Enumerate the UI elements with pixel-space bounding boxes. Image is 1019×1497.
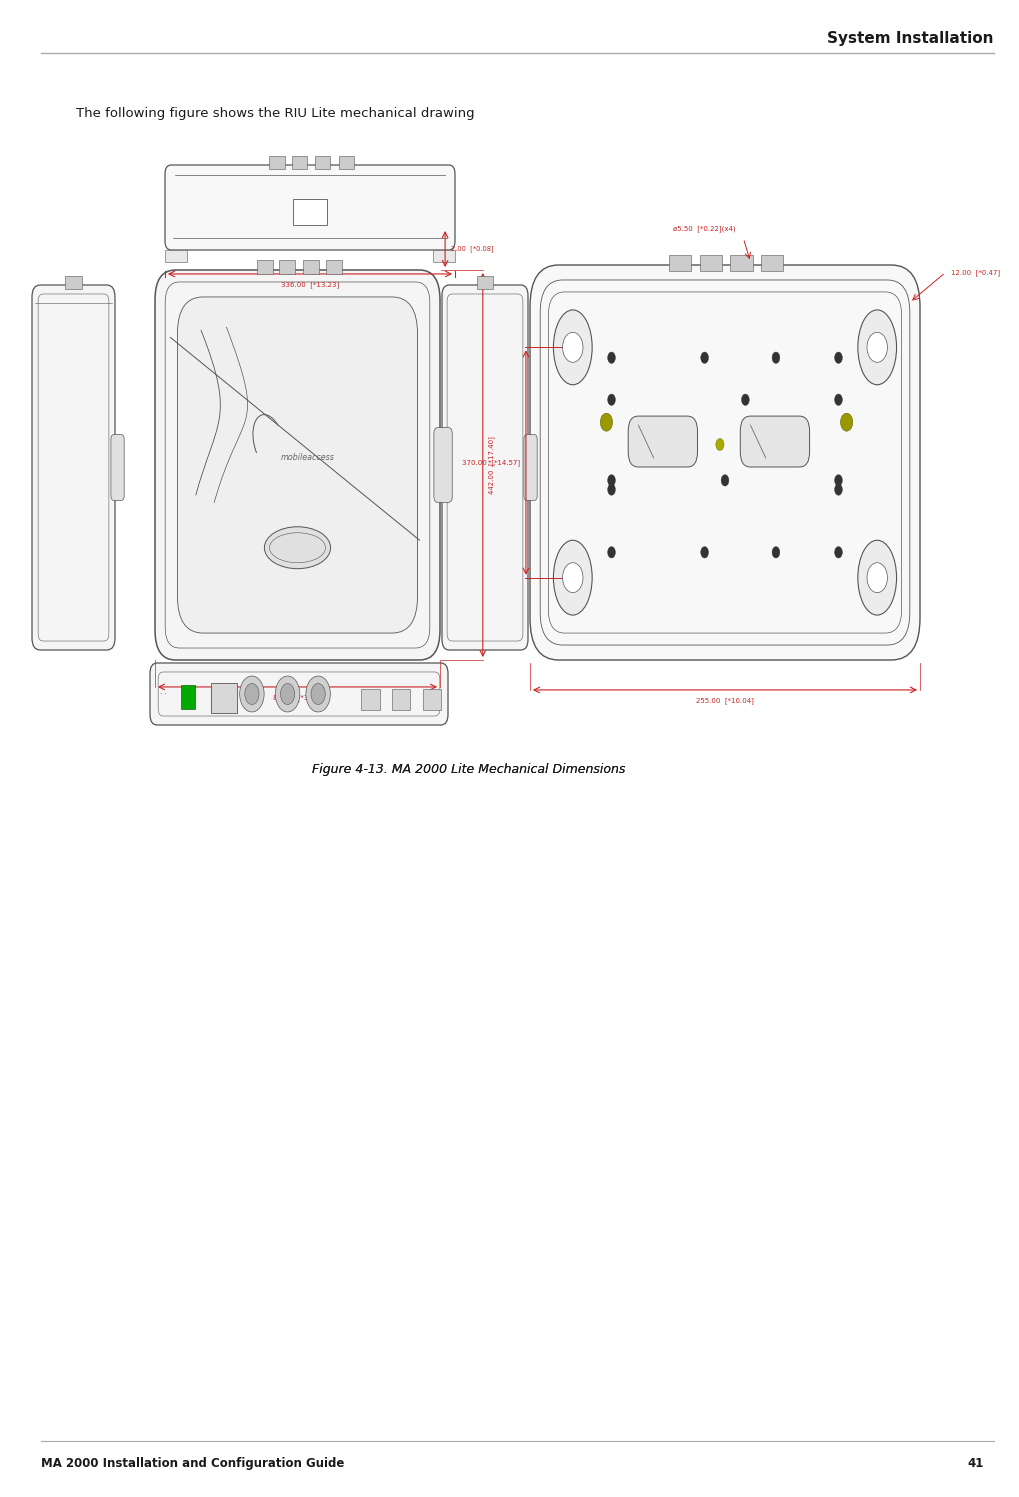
Bar <box>303 259 319 274</box>
FancyBboxPatch shape <box>177 296 418 633</box>
Bar <box>279 259 296 274</box>
Bar <box>269 156 284 169</box>
Text: The following figure shows the RIU Lite mechanical drawing: The following figure shows the RIU Lite … <box>76 106 475 120</box>
Circle shape <box>867 563 888 593</box>
Bar <box>65 275 82 289</box>
Circle shape <box>306 677 330 713</box>
Text: Figure 4-13. MA 2000 Lite Mechanical Dimensions: Figure 4-13. MA 2000 Lite Mechanical Dim… <box>312 763 626 777</box>
Text: MA 2000 Installation and Configuration Guide: MA 2000 Installation and Configuration G… <box>41 1457 344 1470</box>
Bar <box>326 259 342 274</box>
Circle shape <box>600 413 612 431</box>
Text: 336.00  [*13.23]: 336.00 [*13.23] <box>281 281 339 289</box>
Circle shape <box>607 352 615 364</box>
Bar <box>292 199 327 226</box>
Circle shape <box>701 546 708 558</box>
FancyBboxPatch shape <box>434 428 452 503</box>
Bar <box>730 254 752 271</box>
Circle shape <box>607 475 615 487</box>
Circle shape <box>867 332 888 362</box>
Bar <box>477 275 493 289</box>
Bar <box>165 250 187 262</box>
Circle shape <box>772 352 780 364</box>
FancyBboxPatch shape <box>32 284 115 650</box>
Circle shape <box>701 352 708 364</box>
Bar <box>315 156 330 169</box>
FancyBboxPatch shape <box>524 434 537 500</box>
Text: 12.00  [*0.47]: 12.00 [*0.47] <box>951 269 1000 275</box>
Bar <box>423 689 441 710</box>
Ellipse shape <box>553 310 592 385</box>
Bar <box>291 156 307 169</box>
Bar <box>760 254 783 271</box>
Circle shape <box>245 684 259 705</box>
Bar <box>180 684 195 708</box>
Circle shape <box>275 677 300 713</box>
Text: · ·: · · <box>160 692 167 698</box>
FancyBboxPatch shape <box>628 416 697 467</box>
Circle shape <box>835 352 843 364</box>
Ellipse shape <box>553 540 592 615</box>
Circle shape <box>715 439 723 451</box>
Ellipse shape <box>858 310 897 385</box>
FancyBboxPatch shape <box>740 416 809 467</box>
Text: mobileaccess: mobileaccess <box>281 454 334 463</box>
Circle shape <box>835 484 843 496</box>
FancyBboxPatch shape <box>165 165 455 250</box>
Text: Figure 4-13. MA 2000 Lite Mechanical Dimensions: Figure 4-13. MA 2000 Lite Mechanical Dim… <box>312 763 626 777</box>
Text: 370.00  [*14.57]: 370.00 [*14.57] <box>462 460 520 466</box>
FancyBboxPatch shape <box>530 265 920 660</box>
Text: 41: 41 <box>967 1457 983 1470</box>
Bar <box>338 156 354 169</box>
FancyBboxPatch shape <box>150 663 448 725</box>
Circle shape <box>311 684 325 705</box>
Bar <box>211 683 236 713</box>
Circle shape <box>607 546 615 558</box>
Circle shape <box>772 546 780 558</box>
Circle shape <box>835 546 843 558</box>
Circle shape <box>607 484 615 496</box>
Circle shape <box>742 394 749 406</box>
FancyBboxPatch shape <box>442 284 528 650</box>
Text: 2.00  [*0.08]: 2.00 [*0.08] <box>451 246 494 253</box>
Circle shape <box>607 394 615 406</box>
Ellipse shape <box>858 540 897 615</box>
FancyBboxPatch shape <box>155 269 440 660</box>
Circle shape <box>835 394 843 406</box>
Bar <box>433 250 455 262</box>
Bar <box>257 259 273 274</box>
Ellipse shape <box>264 527 330 569</box>
Text: 255.00  [*10.04]: 255.00 [*10.04] <box>696 698 754 704</box>
FancyBboxPatch shape <box>111 434 124 500</box>
Circle shape <box>562 332 583 362</box>
Circle shape <box>721 475 729 487</box>
Text: 442.00  [*17.40]: 442.00 [*17.40] <box>488 436 494 494</box>
Text: ø5.50  [*0.22](x4): ø5.50 [*0.22](x4) <box>674 226 736 232</box>
Circle shape <box>280 684 294 705</box>
Text: System Installation: System Installation <box>827 30 994 45</box>
Bar <box>392 689 411 710</box>
Circle shape <box>841 413 853 431</box>
Bar <box>699 254 721 271</box>
Circle shape <box>835 475 843 487</box>
Bar <box>668 254 691 271</box>
Circle shape <box>239 677 264 713</box>
Text: 86.41  [*3.40]: 86.41 [*3.40] <box>273 695 322 701</box>
Bar <box>362 689 380 710</box>
Circle shape <box>562 563 583 593</box>
